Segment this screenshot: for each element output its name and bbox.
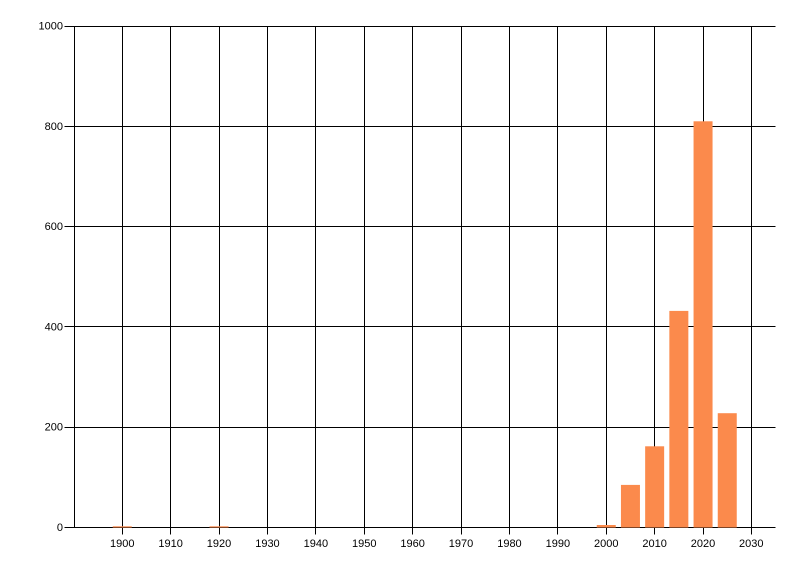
svg-text:1900: 1900 [110, 538, 134, 550]
svg-text:200: 200 [45, 422, 63, 434]
svg-text:800: 800 [45, 121, 63, 133]
svg-text:1000: 1000 [39, 21, 63, 33]
svg-text:0: 0 [57, 522, 63, 534]
svg-text:1940: 1940 [304, 538, 328, 550]
svg-text:1930: 1930 [255, 538, 279, 550]
svg-text:400: 400 [45, 321, 63, 333]
svg-text:600: 600 [45, 221, 63, 233]
svg-text:2010: 2010 [642, 538, 666, 550]
svg-text:1980: 1980 [497, 538, 521, 550]
svg-text:1990: 1990 [546, 538, 570, 550]
svg-text:2030: 2030 [739, 538, 763, 550]
svg-text:1920: 1920 [207, 538, 231, 550]
svg-text:2020: 2020 [691, 538, 715, 550]
svg-text:1960: 1960 [400, 538, 424, 550]
svg-text:2000: 2000 [594, 538, 618, 550]
svg-text:1910: 1910 [158, 538, 182, 550]
svg-text:1970: 1970 [449, 538, 473, 550]
svg-text:1950: 1950 [352, 538, 376, 550]
